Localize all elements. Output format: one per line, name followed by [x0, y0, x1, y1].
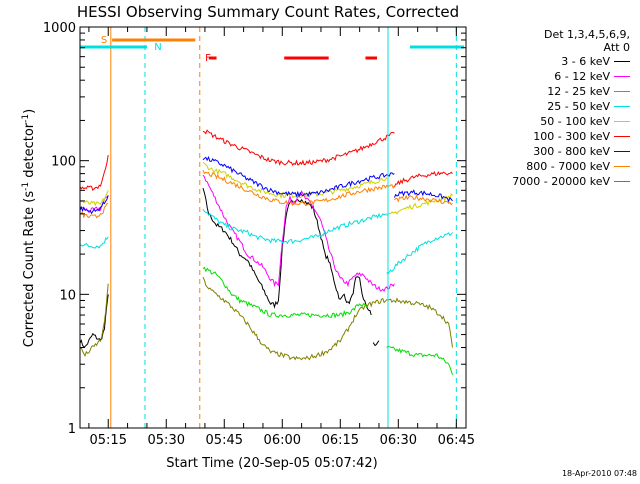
x-tick-label: 06:45: [438, 433, 475, 448]
y-tick-label: 100: [51, 155, 76, 170]
legend-item: 3 - 6 keV: [480, 54, 630, 69]
y-tick-label: 1000: [43, 21, 76, 36]
series-line: [393, 170, 453, 188]
legend-item: 100 - 300 keV: [480, 129, 630, 144]
legend: Det 1,3,4,5,6,9, Att 0 3 - 6 keV 6 - 12 k…: [480, 28, 630, 189]
legend-label: 25 - 50 keV: [547, 100, 610, 113]
legend-item: 7000 - 20000 keV: [480, 174, 630, 189]
legend-label: 7000 - 20000 keV: [512, 175, 610, 188]
series-4: [79, 161, 453, 217]
series-line: [202, 208, 387, 245]
y-axis-label-exp2: -1: [21, 114, 31, 123]
series-line: [79, 195, 109, 215]
series-2: [202, 266, 453, 375]
series-6: [79, 155, 453, 215]
y-axis-label-close: ): [22, 109, 37, 114]
legend-swatch: [614, 76, 630, 77]
y-axis-label-exp1: -1: [21, 182, 31, 191]
legend-header-detectors: Det 1,3,4,5,6,9,: [543, 28, 630, 41]
legend-item: 800 - 7000 keV: [480, 159, 630, 174]
legend-swatch: [614, 106, 630, 107]
x-tick-label: 06:30: [380, 433, 417, 448]
series-3: [79, 208, 453, 275]
y-axis-label: Corrected Count Rate (s-1 detector-1): [21, 109, 37, 347]
series-line: [79, 236, 109, 249]
series-line: [79, 294, 109, 348]
series-line: [79, 155, 109, 191]
series-7: [79, 169, 453, 219]
series-line: [202, 129, 395, 167]
legend-swatch: [614, 151, 630, 152]
chart-title: HESSI Observing Summary Count Rates, Cor…: [77, 3, 459, 21]
series-line: [202, 169, 395, 207]
y-axis-label-mid: detector: [22, 122, 37, 182]
series-8: [79, 276, 453, 361]
legend-label: 300 - 800 keV: [533, 145, 610, 158]
x-axis-label: Start Time (20-Sep-05 05:07:42): [166, 456, 377, 471]
flag-label-s: S: [101, 35, 107, 46]
y-tick-label: 1: [68, 422, 76, 437]
legend-label: 50 - 100 keV: [540, 115, 610, 128]
x-tick-label: 06:00: [264, 433, 301, 448]
series-line: [372, 340, 380, 347]
legend-swatch: [614, 91, 630, 92]
legend-label: 800 - 7000 keV: [526, 160, 610, 173]
legend-item: 12 - 25 keV: [480, 84, 630, 99]
legend-item: 50 - 100 keV: [480, 114, 630, 129]
legend-item: 300 - 800 keV: [480, 144, 630, 159]
x-tick-label: 05:15: [90, 433, 127, 448]
legend-label: 3 - 6 keV: [561, 55, 610, 68]
series-line: [202, 155, 395, 198]
series-0: [79, 187, 380, 348]
legend-item: 25 - 50 keV: [480, 99, 630, 114]
plot-frame: [79, 26, 467, 429]
series-line: [202, 266, 368, 319]
series-line: [386, 345, 453, 375]
x-tick-label: 05:30: [148, 433, 185, 448]
flag-label-n: N: [154, 42, 161, 53]
legend-swatch: [614, 136, 630, 137]
series-line: [386, 193, 453, 217]
x-tick-label: 05:45: [206, 433, 243, 448]
y-axis-label-main: Corrected Count Rate (s: [22, 191, 37, 348]
legend-item: 6 - 12 keV: [480, 69, 630, 84]
series-line: [393, 189, 453, 203]
series-line: [202, 161, 388, 199]
legend-swatch: [614, 181, 630, 182]
series-line: [394, 194, 453, 206]
series-line: [79, 202, 109, 219]
x-tick-label: 06:15: [322, 433, 359, 448]
series-line: [202, 276, 453, 361]
series-line: [79, 190, 109, 207]
series-line: [202, 174, 395, 292]
legend-swatch: [614, 61, 630, 62]
legend-swatch: [614, 166, 630, 167]
legend-label: 100 - 300 keV: [533, 130, 610, 143]
flag-label-f: F: [205, 53, 211, 64]
legend-label: 6 - 12 keV: [554, 70, 610, 83]
series-line: [202, 187, 372, 316]
series-line: [79, 283, 109, 358]
series-5: [79, 129, 453, 191]
series-line: [386, 232, 453, 275]
y-tick-label: 10: [59, 288, 76, 303]
legend-swatch: [614, 121, 630, 122]
plot-timestamp: 18-Apr-2010 07:48: [562, 469, 637, 478]
legend-header-attenuator: Att 0: [603, 41, 630, 54]
legend-label: 12 - 25 keV: [547, 85, 610, 98]
